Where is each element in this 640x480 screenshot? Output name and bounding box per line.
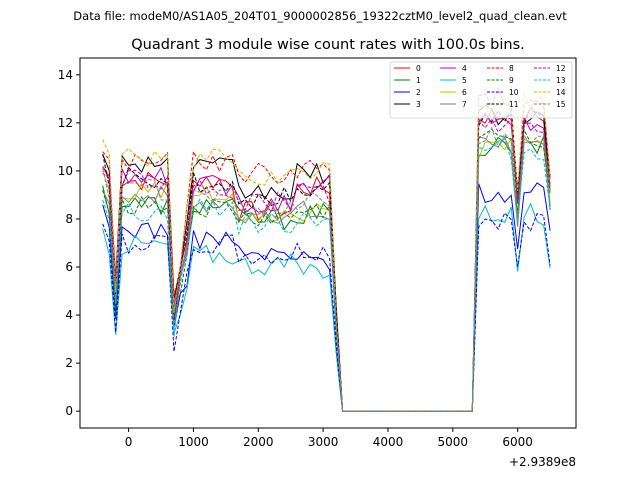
legend-label-3: 3: [416, 100, 421, 109]
x-tick-label: 1000: [178, 435, 209, 449]
legend-label-2: 2: [416, 88, 421, 97]
plot-lines: [102, 86, 551, 412]
y-tick-label: 6: [65, 260, 73, 274]
y-tick-label: 2: [65, 356, 73, 370]
x-tick-label: 6000: [502, 435, 533, 449]
x-tick-label: 0: [125, 435, 133, 449]
legend-label-13: 13: [556, 76, 566, 85]
x-axis: 0 1000 2000 3000 4000 5000 6000: [125, 428, 533, 449]
legend-label-1: 1: [416, 76, 421, 85]
legend-label-11: 11: [509, 100, 519, 109]
series-line-13: [102, 138, 551, 412]
y-tick-label: 4: [65, 308, 73, 322]
legend-label-8: 8: [509, 64, 514, 73]
legend-label-6: 6: [462, 88, 467, 97]
y-tick-label: 14: [58, 68, 73, 82]
data-file-label: Data file: modeM0/AS1A05_204T01_90000028…: [73, 9, 567, 23]
legend-label-14: 14: [556, 88, 566, 97]
x-tick-label: 4000: [373, 435, 404, 449]
y-tick-label: 10: [58, 164, 73, 178]
legend-label-7: 7: [462, 100, 467, 109]
legend-label-15: 15: [556, 100, 566, 109]
x-tick-label: 2000: [243, 435, 274, 449]
y-axis: 0 2 4 6 8 10 12 14: [58, 68, 80, 418]
x-tick-label: 5000: [438, 435, 469, 449]
chart-title: Quadrant 3 module wise count rates with …: [131, 37, 525, 53]
legend-label-10: 10: [509, 88, 519, 97]
axes-frame: [79, 57, 577, 429]
legend-label-12: 12: [556, 64, 566, 73]
legend-box: [389, 61, 573, 119]
y-tick-label: 8: [65, 212, 73, 226]
series-line-12: [102, 118, 551, 412]
series-line-5: [102, 202, 551, 412]
x-tick-label: 3000: [308, 435, 339, 449]
y-tick-label: 12: [58, 116, 73, 130]
legend-label-4: 4: [462, 64, 467, 73]
y-tick-label: 0: [65, 404, 73, 418]
x-offset-label: +2.9389e8: [509, 455, 576, 469]
legend-label-5: 5: [462, 76, 467, 85]
legend-label-9: 9: [509, 76, 514, 85]
series-line-15: [102, 126, 551, 412]
legend-label-0: 0: [416, 64, 421, 73]
series-line-10: [102, 212, 551, 412]
